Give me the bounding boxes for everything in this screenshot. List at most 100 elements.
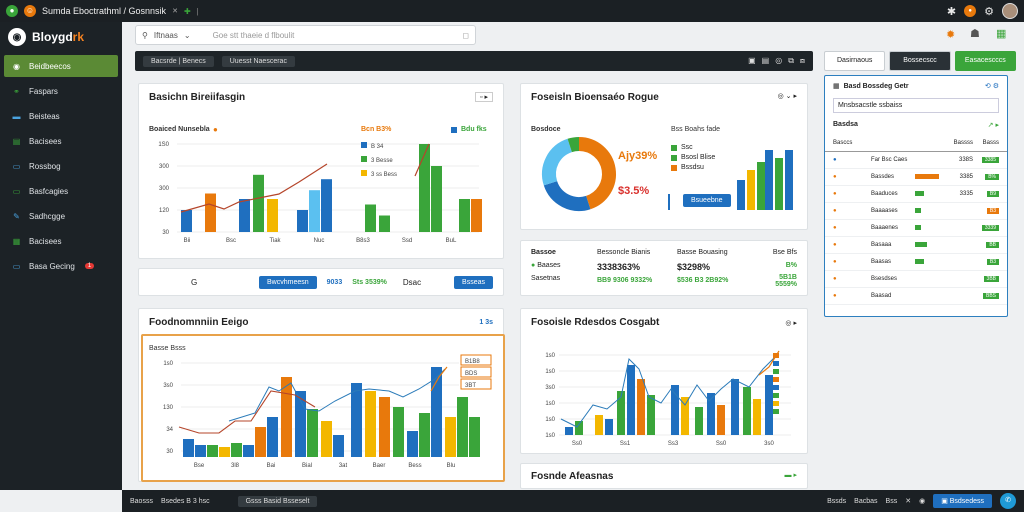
- card-menu-icon[interactable]: ▫ ▸: [475, 92, 493, 102]
- footer-left: G: [191, 277, 198, 287]
- gear-icon[interactable]: ✱: [946, 5, 957, 18]
- chart-legend-right: Bdu fks: [461, 126, 487, 133]
- panel-row[interactable]: ● Bsesdses 3BB: [825, 271, 1007, 288]
- panel-row[interactable]: ● Bassdes 3385 B%: [825, 169, 1007, 186]
- dashboard-icon: ◉: [13, 61, 20, 71]
- sidebar-item[interactable]: ▬ Beisteas: [4, 105, 118, 127]
- panel-row[interactable]: ● Baaaases B3: [825, 203, 1007, 220]
- copy-icon[interactable]: ⧉: [788, 56, 794, 65]
- section-actions-icon[interactable]: ↗ ▸: [987, 122, 999, 129]
- panel-subtitle-field[interactable]: Mnsbsacstle ssbaiss: [833, 98, 999, 113]
- card-title: Fosoisle Rdesdos Cosgabt: [531, 317, 660, 328]
- clear-icon[interactable]: ◻: [462, 30, 469, 40]
- sidebar-item-label: Rossbog: [29, 161, 61, 171]
- sidebar-item[interactable]: ◉ Beidbeecos: [4, 55, 118, 77]
- panel-row[interactable]: ● Far Bsc Caes 338S 3385: [825, 152, 1007, 169]
- bar: [637, 379, 645, 435]
- bar: [471, 199, 482, 232]
- x-tick-label: Ss0: [716, 441, 727, 447]
- bar: [307, 409, 318, 457]
- search-placeholder[interactable]: Goe stt thaeie d flboulit: [212, 30, 295, 40]
- legend-item: Bsosl Blise: [671, 154, 715, 161]
- search-scope[interactable]: Iftnaas: [153, 30, 178, 40]
- x-tick-label: Bse: [194, 463, 205, 469]
- right-tab-1[interactable]: Dasirnaous: [824, 51, 886, 71]
- status-right-1[interactable]: Bssds: [827, 497, 847, 505]
- notification-bell-icon[interactable]: ✹: [946, 29, 956, 41]
- menu-icon[interactable]: ▦: [996, 28, 1007, 40]
- summary-table: Bassoe ● Baases Sasetnas Bessoncle Biani…: [521, 241, 807, 296]
- legend-swatch: [773, 377, 779, 382]
- chevron-down-icon[interactable]: ⌄: [183, 30, 191, 40]
- donut-button[interactable]: Bsueebne: [683, 194, 731, 207]
- settings-icon[interactable]: ⚙: [984, 5, 994, 18]
- chat-icon[interactable]: ✆: [1000, 493, 1016, 509]
- bar: [605, 419, 613, 435]
- right-tab-3[interactable]: Easacescccs: [954, 51, 1016, 71]
- row-name: Baaaases: [871, 208, 898, 214]
- sidebar-item[interactable]: ▭ Basa Gecing 1: [4, 255, 118, 277]
- status-item-2[interactable]: Bsedes B 3 hsc: [160, 497, 210, 505]
- panel-row[interactable]: ● Basaaa BB: [825, 237, 1007, 254]
- sidebar-item[interactable]: ▭ Rossbog: [4, 155, 118, 177]
- toolbar-button-2[interactable]: Uuesst Naescerac: [221, 55, 295, 67]
- card-actions-icon[interactable]: ◎ ▸: [785, 320, 797, 327]
- share-icon[interactable]: ▤: [761, 56, 770, 65]
- row-bar: [915, 241, 945, 249]
- brand[interactable]: ◉ Bloygdrk: [0, 22, 122, 52]
- right-panel: ▦ Basd Bossdeg Getr ⟲ ⚙ Mnsbsacstle ssba…: [824, 75, 1008, 317]
- bar: [321, 179, 332, 232]
- status-right-3[interactable]: Bss: [885, 497, 898, 505]
- action-button[interactable]: Bwcvhmeesn: [259, 275, 317, 289]
- row-tag: BBS: [977, 293, 999, 299]
- sidebar-item[interactable]: ▦ Bacisees: [4, 230, 118, 252]
- status-button[interactable]: Gsss Basid Bsseselt: [237, 495, 318, 507]
- summary-col-d: Bse Bfs B% 5B1B 5559%: [772, 249, 797, 288]
- y-tick-label: 1s0: [163, 361, 173, 367]
- right-tab-2[interactable]: Bossecscc: [889, 51, 951, 71]
- pin-icon[interactable]: ◉: [919, 498, 926, 505]
- status-action-button[interactable]: ▣ Bsdsedess: [933, 494, 992, 508]
- donut-label: Bosdoce: [531, 126, 561, 133]
- status-item-1[interactable]: Baosss: [130, 497, 153, 505]
- expand-icon[interactable]: ⧈: [799, 56, 805, 65]
- close-tab-icon[interactable]: ✕: [172, 8, 178, 15]
- summary-col-b: Bessoncle Bianis 3338363% BB9 9306 9332%: [597, 249, 653, 284]
- secondary-button[interactable]: Bsseas: [454, 275, 493, 289]
- footer-value-1: 9033: [326, 278, 343, 286]
- panel-row[interactable]: ● Baasad BBS: [825, 288, 1007, 305]
- card-actions-icon[interactable]: ▬ ▸: [784, 472, 797, 479]
- panel-row[interactable]: ● Baasas B3: [825, 254, 1007, 271]
- bar: [379, 397, 390, 457]
- sidebar-item[interactable]: ▭ Basfcagies: [4, 180, 118, 202]
- sidebar-item-label: Faspars: [29, 86, 58, 96]
- sidebar-item[interactable]: ⚭ Faspars: [4, 80, 118, 102]
- y-tick-label: 120: [159, 208, 170, 214]
- close-icon[interactable]: ✕: [905, 498, 912, 505]
- panel-row[interactable]: ● Baaaenes 3339: [825, 220, 1007, 237]
- sidebar-item[interactable]: ✎ Sadhcgge: [4, 205, 118, 227]
- toolbar-button-1[interactable]: Bacsrde | Benecs: [143, 55, 214, 67]
- user-avatar[interactable]: [1002, 3, 1018, 19]
- search-bar[interactable]: ⚲ Iftnaas ⌄ Goe stt thaeie d flboulit ◻: [135, 25, 476, 45]
- status-right-2[interactable]: Bacbas: [854, 497, 878, 505]
- trend-line: [560, 354, 778, 428]
- notification-icon[interactable]: ●: [964, 5, 977, 17]
- panel-row[interactable]: ● Baaduces 3335 B9: [825, 186, 1007, 203]
- lock-icon[interactable]: ▣: [748, 56, 756, 65]
- tab-icon[interactable]: ✚: [183, 6, 191, 16]
- legend-swatch: [773, 401, 779, 406]
- card-corner[interactable]: 1 3s: [479, 319, 493, 326]
- legend-swatch: [773, 393, 779, 398]
- panel-actions-icon[interactable]: ⟲ ⚙: [984, 83, 999, 90]
- x-tick-label: Bsc: [226, 238, 236, 244]
- refresh-icon[interactable]: ◎: [775, 56, 783, 65]
- sidebar-item[interactable]: ▤ Bacisees: [4, 130, 118, 152]
- card-actions-icon[interactable]: ◎ ⌄ ▸: [777, 93, 797, 100]
- window-title: Sumda Eboctrathml / Gosnnsik: [42, 6, 167, 16]
- bar: [267, 417, 278, 457]
- calendar-icon: ▦: [833, 83, 840, 90]
- tag-box: [460, 366, 492, 378]
- bar: [671, 385, 679, 435]
- profile-icon[interactable]: ☗: [970, 28, 980, 40]
